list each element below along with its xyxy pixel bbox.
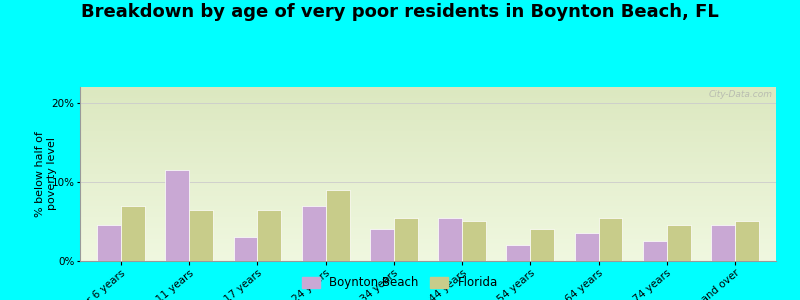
Bar bbox=[667, 225, 690, 261]
Bar bbox=[258, 210, 282, 261]
Text: Breakdown by age of very poor residents in Boynton Beach, FL: Breakdown by age of very poor residents … bbox=[81, 3, 719, 21]
Bar bbox=[189, 210, 213, 261]
Bar bbox=[462, 221, 486, 261]
Bar bbox=[394, 218, 418, 261]
Bar bbox=[643, 241, 667, 261]
Bar bbox=[302, 206, 326, 261]
Bar bbox=[370, 230, 394, 261]
Text: City-Data.com: City-Data.com bbox=[709, 91, 773, 100]
Bar bbox=[530, 230, 554, 261]
Bar bbox=[574, 233, 598, 261]
Bar bbox=[711, 225, 735, 261]
Bar bbox=[506, 245, 530, 261]
Legend: Boynton Beach, Florida: Boynton Beach, Florida bbox=[298, 272, 502, 294]
Bar bbox=[166, 170, 189, 261]
Bar bbox=[97, 225, 121, 261]
Bar bbox=[735, 221, 759, 261]
Bar bbox=[326, 190, 350, 261]
Bar bbox=[598, 218, 622, 261]
Bar bbox=[234, 237, 258, 261]
Y-axis label: % below half of
poverty level: % below half of poverty level bbox=[35, 131, 57, 217]
Bar bbox=[438, 218, 462, 261]
Bar bbox=[121, 206, 145, 261]
